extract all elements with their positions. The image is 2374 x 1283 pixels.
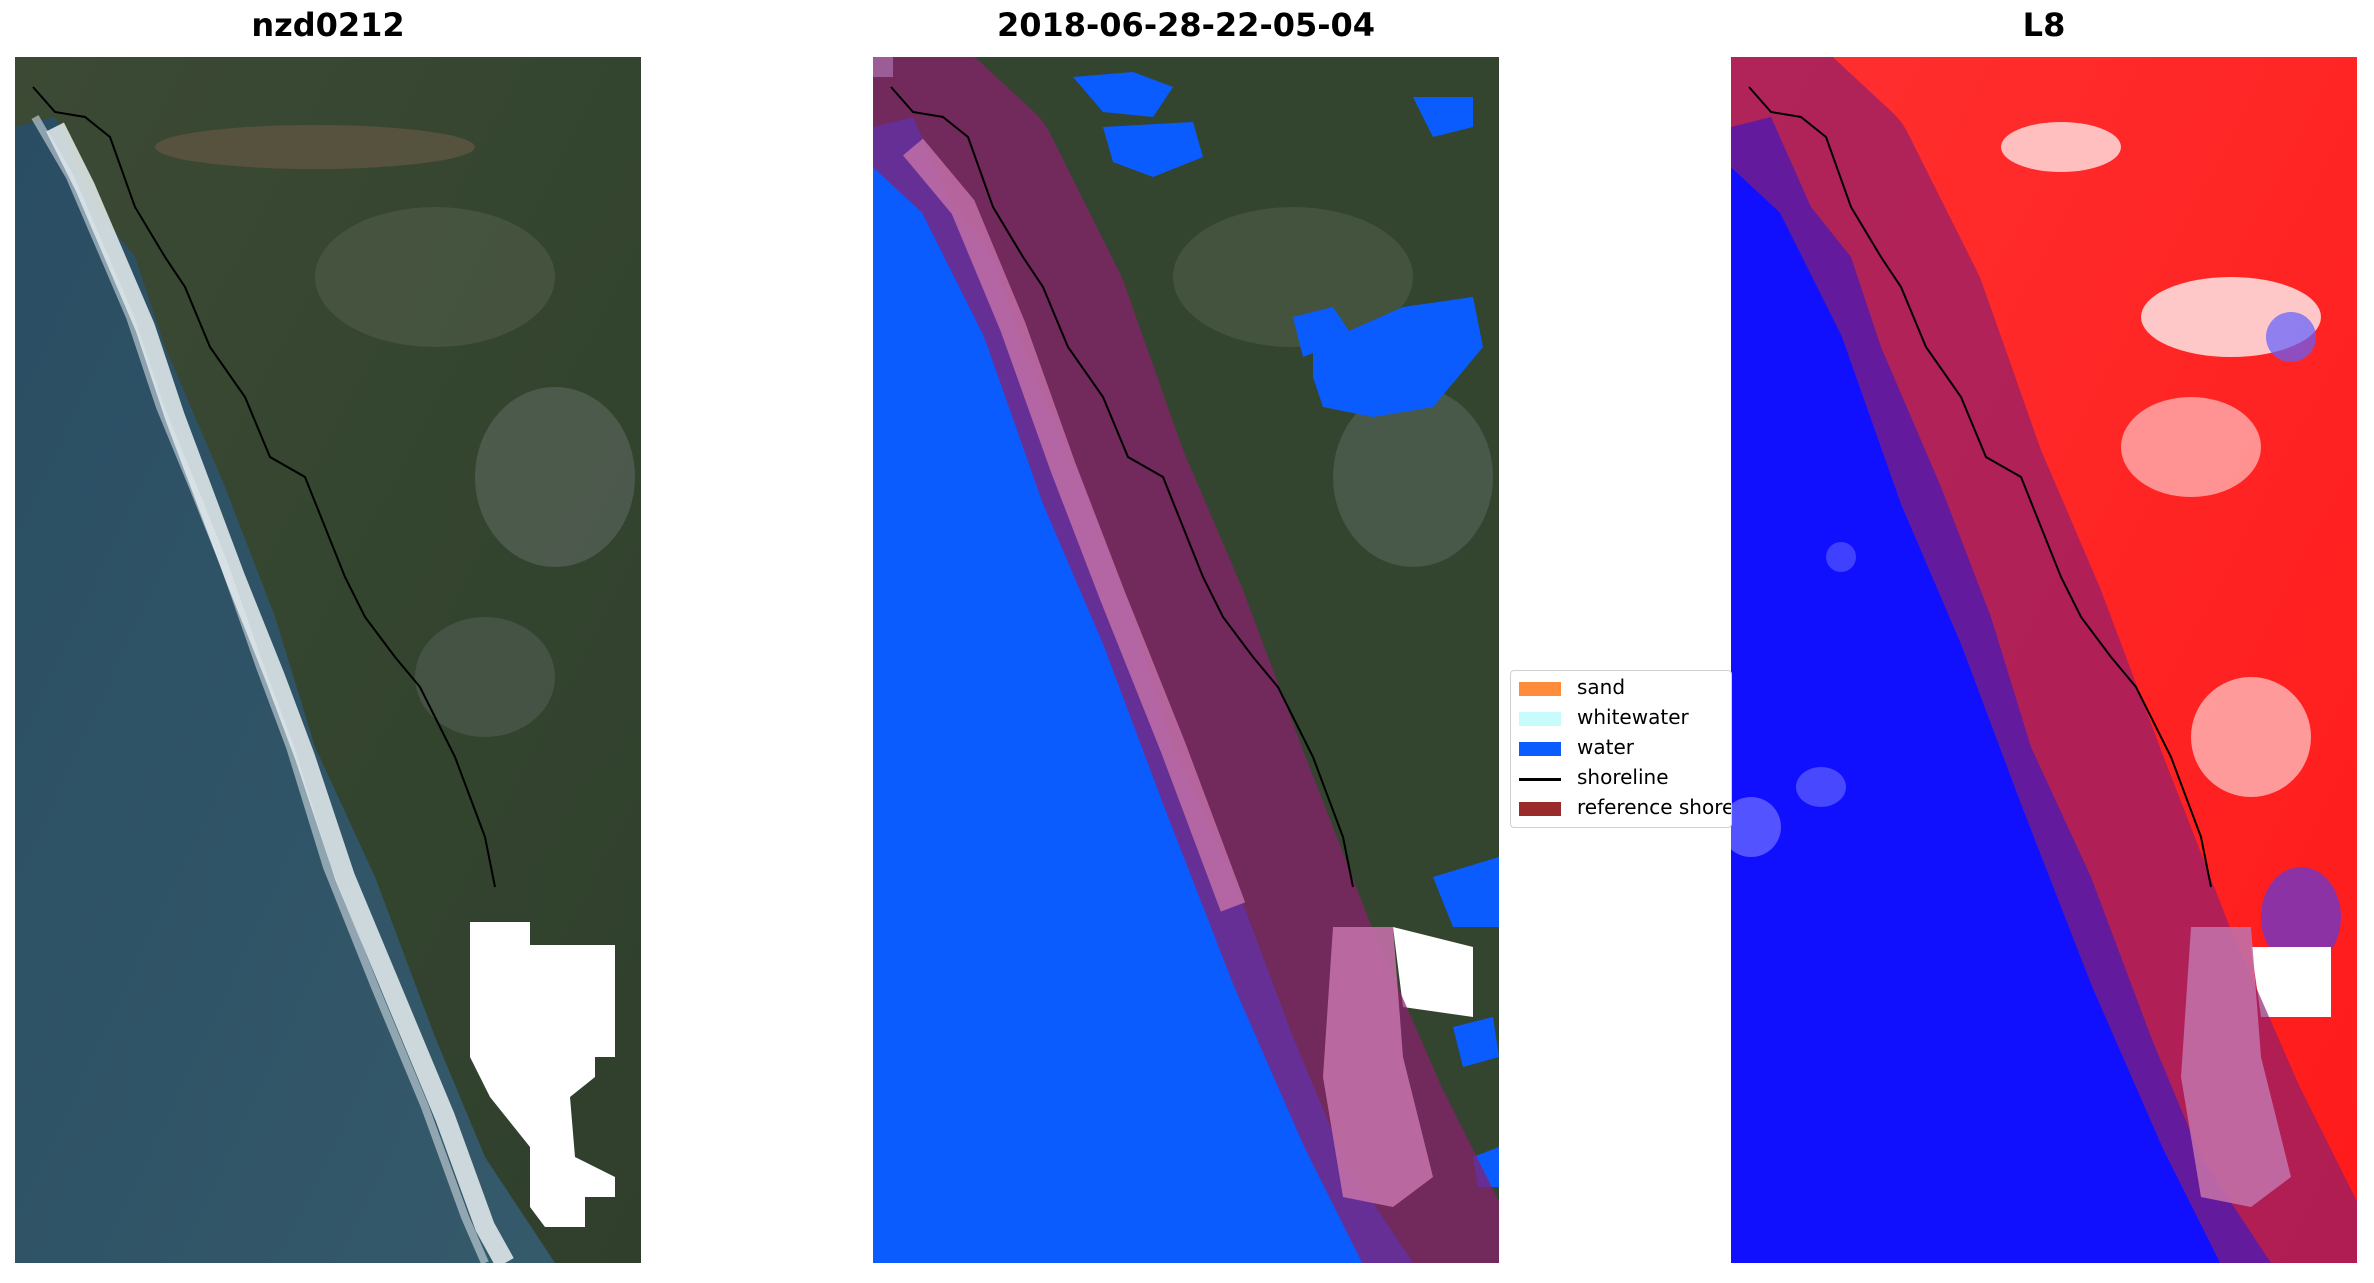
legend-item-shoreline: shoreline: [1511, 763, 1731, 793]
rgb-image-panel: [15, 57, 641, 1263]
legend-item-sand: sand: [1511, 673, 1731, 703]
legend-item-reference-shoreline: reference shoreline buffer: [1511, 793, 1731, 823]
index-image-panel: [1731, 57, 2357, 1263]
legend-item-water: water: [1511, 733, 1731, 763]
rgb-image: [15, 57, 641, 1263]
index-image: [1731, 57, 2357, 1263]
legend-swatch-reference-shoreline: [1519, 802, 1561, 816]
classified-image-panel: [873, 57, 1499, 1263]
legend-label-shoreline: shoreline: [1577, 765, 1669, 789]
legend-swatch-water: [1519, 742, 1561, 756]
legend-item-whitewater: whitewater: [1511, 703, 1731, 733]
panel-title-image: nzd0212: [251, 6, 405, 44]
legend-label-reference-shoreline: reference shoreline buffer: [1577, 795, 1731, 819]
legend-label-whitewater: whitewater: [1577, 705, 1689, 729]
legend-swatch-sand: [1519, 682, 1561, 696]
legend-line-shoreline: [1519, 778, 1561, 781]
legend: sand whitewater water shoreline referenc…: [1510, 670, 1732, 828]
panel-title-sensor: L8: [2022, 6, 2066, 44]
legend-label-sand: sand: [1577, 675, 1626, 699]
legend-label-water: water: [1577, 735, 1634, 759]
panel-title-date: 2018-06-28-22-05-04: [996, 6, 1376, 44]
classified-image: [873, 57, 1499, 1263]
legend-swatch-whitewater: [1519, 712, 1561, 726]
